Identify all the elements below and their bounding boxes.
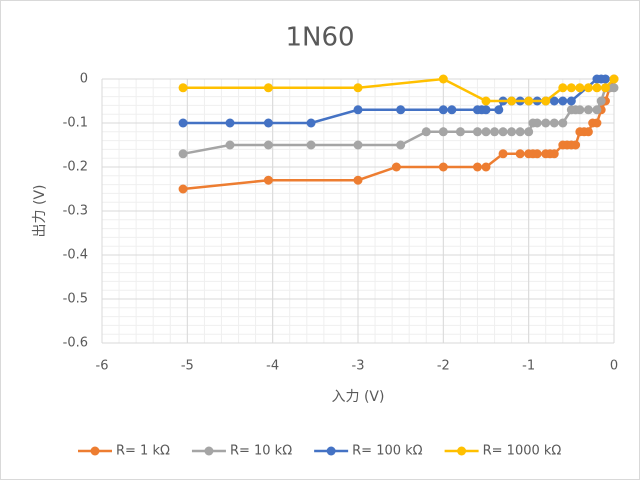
- data-point: [541, 118, 551, 128]
- data-point: [524, 127, 534, 137]
- legend-label: R= 1 kΩ: [116, 444, 170, 459]
- data-point: [549, 149, 559, 159]
- data-point: [438, 105, 448, 115]
- data-point: [353, 105, 363, 115]
- data-point: [472, 162, 482, 172]
- legend-marker: [204, 446, 214, 456]
- y-tick-label: -0.5: [63, 292, 88, 307]
- y-tick-label: -0.3: [63, 204, 88, 219]
- data-point: [472, 127, 482, 137]
- data-point: [225, 140, 235, 150]
- data-point: [263, 175, 273, 185]
- data-point: [507, 96, 517, 106]
- data-point: [583, 83, 593, 93]
- x-axis-title: 入力 (V): [332, 389, 385, 405]
- y-tick-label: -0.1: [63, 116, 88, 131]
- data-point: [455, 127, 465, 137]
- legend-marker: [90, 446, 100, 456]
- data-point: [225, 118, 235, 128]
- data-point: [600, 74, 610, 84]
- data-point: [178, 83, 188, 93]
- data-point: [353, 83, 363, 93]
- legend-label: R= 100 kΩ: [352, 444, 423, 459]
- data-point: [481, 162, 491, 172]
- data-point: [549, 118, 559, 128]
- data-point: [541, 96, 551, 106]
- data-point: [353, 175, 363, 185]
- data-point: [263, 140, 273, 150]
- data-point: [391, 162, 401, 172]
- data-point: [263, 118, 273, 128]
- data-point: [592, 83, 602, 93]
- x-tick-label: -1: [522, 359, 535, 374]
- data-point: [306, 118, 316, 128]
- legend-label: R= 1000 kΩ: [483, 444, 562, 459]
- x-tick-label: -3: [352, 359, 365, 374]
- data-point: [532, 149, 542, 159]
- data-point: [575, 105, 585, 115]
- data-point: [558, 83, 568, 93]
- data-point: [524, 96, 534, 106]
- data-point: [178, 118, 188, 128]
- data-point: [438, 162, 448, 172]
- data-point: [178, 184, 188, 194]
- data-point: [609, 83, 619, 93]
- data-point: [421, 127, 431, 137]
- y-tick-label: 0: [80, 72, 88, 87]
- data-point: [566, 83, 576, 93]
- data-point: [396, 140, 406, 150]
- x-tick-label: -2: [437, 359, 450, 374]
- chart-title: 1N60: [285, 23, 354, 53]
- data-point: [558, 118, 568, 128]
- x-tick-label: -5: [181, 359, 194, 374]
- data-point: [498, 127, 508, 137]
- x-tick-label: -6: [96, 359, 109, 374]
- data-point: [596, 96, 606, 106]
- data-point: [490, 127, 500, 137]
- data-point: [566, 96, 576, 106]
- x-tick-label: -4: [266, 359, 279, 374]
- data-point: [507, 127, 517, 137]
- data-point: [571, 140, 581, 150]
- data-point: [515, 149, 525, 159]
- data-point: [481, 127, 491, 137]
- data-point: [396, 105, 406, 115]
- data-point: [481, 96, 491, 106]
- data-point: [498, 149, 508, 159]
- data-point: [532, 118, 542, 128]
- legend-label: R= 10 kΩ: [230, 444, 292, 459]
- data-point: [549, 96, 559, 106]
- data-point: [306, 140, 316, 150]
- legend-marker: [326, 446, 336, 456]
- data-point: [178, 149, 188, 159]
- data-point: [481, 105, 491, 115]
- data-point: [592, 118, 602, 128]
- x-tick-label: 0: [610, 359, 618, 374]
- y-tick-label: -0.4: [63, 248, 88, 263]
- data-point: [494, 105, 504, 115]
- data-point: [583, 105, 593, 115]
- data-point: [438, 127, 448, 137]
- data-point: [515, 127, 525, 137]
- data-point: [558, 96, 568, 106]
- data-point: [353, 140, 363, 150]
- y-tick-label: -0.6: [63, 336, 88, 351]
- data-point: [575, 83, 585, 93]
- data-point: [438, 74, 448, 84]
- legend-marker: [457, 446, 467, 456]
- data-point: [447, 105, 457, 115]
- data-point: [609, 74, 619, 84]
- data-point: [592, 105, 602, 115]
- data-point: [600, 83, 610, 93]
- y-axis-title: 出力 (V): [32, 185, 48, 238]
- data-point: [263, 83, 273, 93]
- data-point: [583, 127, 593, 137]
- y-tick-label: -0.2: [63, 160, 88, 175]
